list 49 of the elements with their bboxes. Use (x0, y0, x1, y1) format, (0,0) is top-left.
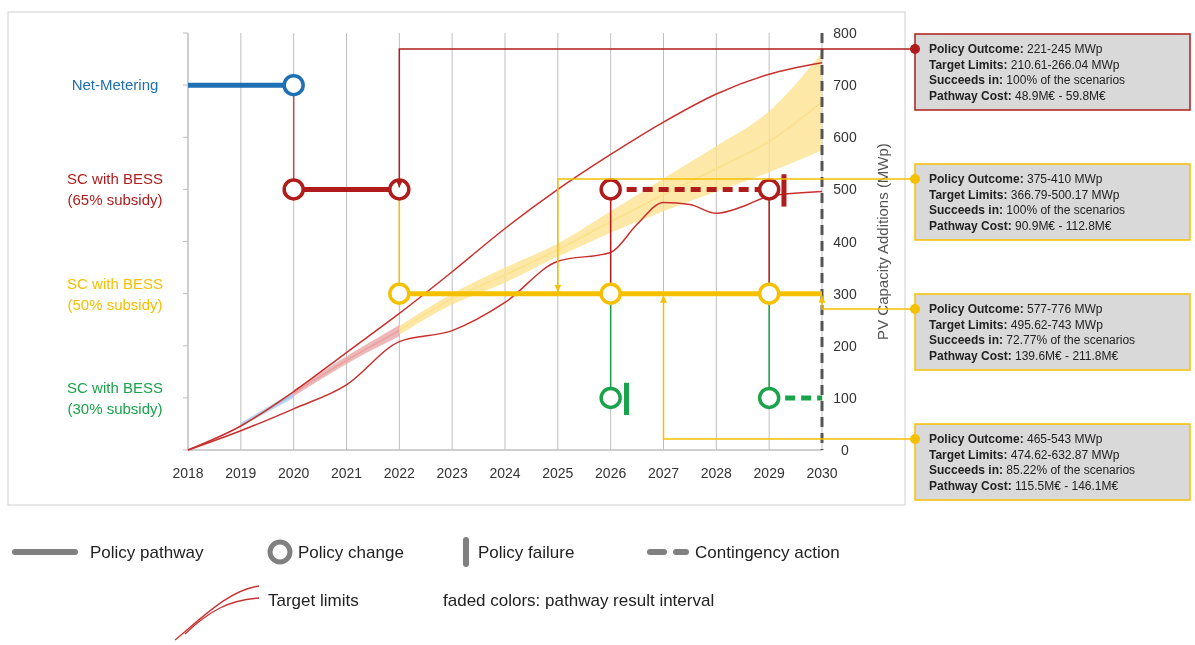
x-tick-label: 2022 (383, 465, 416, 481)
text: Succeeds in: 100% of the scenarios (929, 73, 1126, 87)
x-tick-label: 2028 (700, 465, 733, 481)
x-tick-label: 2024 (489, 465, 521, 481)
y-axis-title: PV Capacity Additions (MWp) (874, 143, 891, 340)
x-tick-label: 2025 (542, 465, 574, 481)
text: Policy failure (478, 543, 575, 562)
y-tick-label: 100 (833, 389, 857, 406)
y-tick-label: 300 (833, 285, 857, 302)
annotation: Policy Outcome: 221-245 MWp (929, 42, 1103, 56)
text: Target Limits: 210.61-266.04 MWp (929, 57, 1120, 72)
text: Target Limits: 495.62-743 MWp (929, 317, 1104, 332)
text: SC with BESS (30% subsidy) (67, 378, 163, 417)
annotation: Policy Outcome: 465-543 MWp (929, 432, 1103, 446)
text: Pathway Cost: 90.9M€ - 112.8M€ (929, 218, 1112, 233)
text: Target limits (268, 591, 359, 610)
y-tick-label: 400 (833, 233, 857, 250)
x-tick-label: 2020 (278, 465, 310, 481)
y-tick-label: 200 (833, 337, 857, 354)
text: Contingency action (695, 543, 840, 562)
x-tick-label: 2019 (225, 465, 257, 481)
text: Target Limits: 366.79-500.17 MWp (929, 187, 1120, 202)
text: Policy pathway (90, 543, 204, 562)
text: Succeeds in: 100% of the scenarios (929, 203, 1126, 217)
annotation: Policy Outcome: 577-776 MWp (929, 302, 1103, 316)
x-tick-label: 2023 (436, 465, 468, 481)
x-tick-label: 2026 (595, 465, 627, 481)
text: Succeeds in: 85.22% of the scenarios (929, 463, 1136, 477)
annotation: Policy Outcome: 375-410 MWp (929, 172, 1103, 186)
x-tick-label: 2018 (172, 465, 204, 481)
y-tick-label: 600 (833, 129, 857, 146)
y-tick-label: 800 (833, 25, 857, 41)
text: Pathway Cost: 48.9M€ - 59.8M€ (929, 88, 1107, 103)
text: Policy change (298, 543, 404, 562)
x-tick-label: 2027 (647, 465, 680, 481)
y-tick-label: 0 (841, 442, 850, 458)
text: SC with BESS (50% subsidy) (67, 274, 163, 313)
text: Pathway Cost: 139.6M€ - 211.8M€ (929, 348, 1119, 363)
series-label: Net-Metering (71, 76, 159, 94)
x-tick-label: 2029 (753, 465, 785, 481)
text: Pathway Cost: 115.5M€ - 146.1M€ (929, 478, 1119, 493)
text: Succeeds in: 72.77% of the scenarios (929, 333, 1136, 347)
text: SC with BESS (65% subsidy) (67, 170, 163, 209)
y-tick-label: 500 (833, 181, 857, 198)
y-tick-label: 700 (833, 77, 857, 94)
x-tick-label: 2021 (330, 465, 363, 481)
text: Target Limits: 474.62-632.87 MWp (929, 447, 1120, 462)
x-tick-label: 2030 (806, 465, 838, 481)
text: faded colors: pathway result interval (443, 591, 715, 610)
